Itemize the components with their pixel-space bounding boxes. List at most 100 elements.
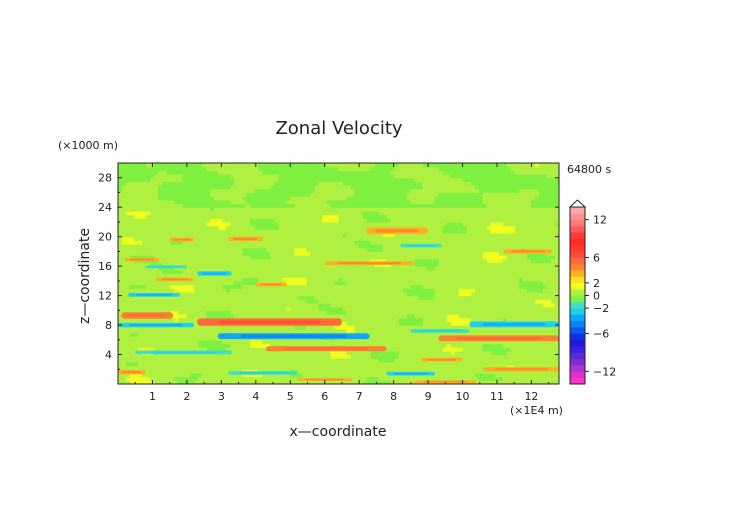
field-cell (322, 232, 328, 238)
field-cell (230, 310, 235, 315)
field-cell (418, 181, 424, 186)
field-cell (326, 266, 332, 271)
field-cell (346, 251, 352, 256)
field-cell (410, 358, 416, 363)
field-cell (218, 247, 223, 252)
field-cell (126, 170, 131, 175)
field-cell (198, 218, 203, 223)
field-cell (146, 185, 151, 190)
field-cell (202, 247, 207, 252)
field-cell (382, 221, 388, 227)
field-cell (270, 188, 275, 194)
field-cell (206, 358, 211, 363)
field-cell (258, 328, 263, 334)
field-cell (326, 225, 332, 230)
field-cell (446, 314, 452, 319)
field-cell (158, 343, 163, 348)
field-cell (366, 247, 372, 252)
field-cell (434, 203, 440, 208)
field-cell (430, 177, 436, 183)
field-cell (190, 354, 195, 359)
field-cell (334, 266, 340, 271)
field-cell (126, 218, 131, 223)
field-cell (250, 280, 255, 286)
field-cell (182, 310, 187, 315)
field-cell (158, 262, 163, 267)
field-cell (398, 302, 404, 308)
field-cell (358, 350, 364, 356)
field-cell (214, 236, 219, 241)
field-cell (294, 269, 300, 275)
field-cell (390, 350, 396, 356)
field-cell (358, 210, 364, 216)
field-cell (174, 240, 179, 245)
field-cell (370, 174, 376, 179)
field-cell (158, 207, 163, 212)
field-cell (162, 247, 167, 252)
field-cell (346, 365, 352, 370)
field-cell (198, 376, 203, 381)
field-cell (430, 221, 436, 227)
field-cell (234, 262, 239, 267)
field-cell (426, 232, 432, 238)
field-cell (266, 269, 271, 275)
field-cell (426, 295, 432, 300)
field-cell (434, 251, 440, 256)
field-cell (374, 291, 380, 297)
field-cell (354, 369, 360, 374)
field-cell (326, 284, 332, 289)
field-cell (270, 314, 275, 319)
field-cell (178, 188, 183, 194)
field-cell (306, 203, 312, 208)
field-cell (414, 325, 420, 330)
field-cell (306, 236, 312, 241)
field-cell (262, 380, 267, 384)
field-cell (450, 365, 456, 370)
field-cell (230, 185, 235, 190)
field-cell (138, 207, 143, 212)
field-cell (310, 199, 316, 205)
field-cell (222, 170, 227, 175)
field-cell (406, 192, 412, 197)
field-cell (366, 163, 372, 168)
field-cell (138, 170, 143, 175)
field-cell (394, 251, 400, 256)
field-cell (422, 255, 428, 260)
field-cell (314, 196, 320, 201)
field-cell (218, 354, 223, 359)
field-cell (258, 244, 263, 249)
field-cell (358, 302, 364, 308)
field-cell (254, 170, 259, 175)
field-cell (370, 177, 376, 183)
field-cell (310, 170, 316, 175)
field-cell (218, 203, 223, 208)
field-cell (270, 221, 275, 227)
field-cell (146, 336, 151, 341)
field-cell (270, 361, 275, 367)
field-cell (258, 325, 263, 330)
field-cell (182, 339, 187, 345)
field-cell (406, 280, 412, 286)
field-cell (330, 170, 336, 175)
field-cell (402, 181, 408, 186)
field-cell (186, 232, 191, 238)
field-cell (290, 291, 295, 297)
field-cell (374, 170, 380, 175)
field-cell (322, 214, 328, 219)
field-cell (434, 372, 440, 378)
field-cell (338, 269, 344, 275)
field-cell (302, 325, 308, 330)
field-cell (130, 262, 135, 267)
field-cell (442, 372, 448, 378)
field-cell (322, 170, 328, 175)
field-cell (146, 317, 151, 322)
field-cell (142, 376, 147, 381)
field-cell (282, 380, 287, 384)
field-cell (190, 361, 195, 367)
field-cell (238, 262, 243, 267)
field-cell (306, 244, 312, 249)
field-cell (210, 358, 215, 363)
field-cell (122, 177, 127, 183)
field-cell (382, 266, 388, 271)
field-cell (190, 199, 195, 205)
